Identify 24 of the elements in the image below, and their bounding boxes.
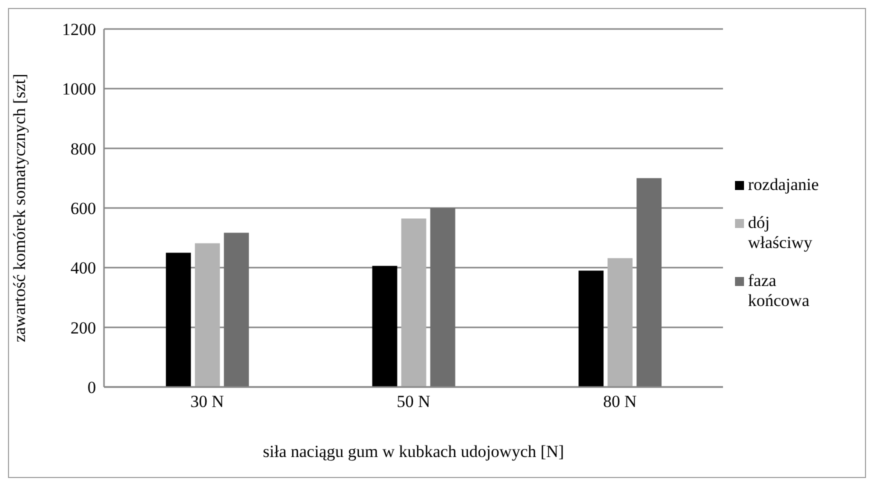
bar xyxy=(401,218,426,387)
y-tick-label: 200 xyxy=(70,318,96,338)
legend-label: faza końcowa xyxy=(748,271,810,311)
bar xyxy=(372,266,398,387)
legend-label: dój właściwy xyxy=(748,213,812,253)
x-tick-label: 30 N xyxy=(190,392,224,412)
x-tick-label: 80 N xyxy=(603,392,637,412)
y-tick-label: 1200 xyxy=(62,20,96,40)
bar xyxy=(166,252,191,387)
y-tick-label: 800 xyxy=(70,139,96,158)
bar xyxy=(608,258,633,387)
y-tick-label: 0 xyxy=(88,378,96,398)
x-tick-label: 50 N xyxy=(396,392,430,412)
bar xyxy=(430,208,456,387)
y-axis-title: zawartość komórek somatycznych [szt] xyxy=(10,74,30,342)
bar xyxy=(224,232,249,387)
bar xyxy=(578,270,604,387)
legend-label: rozdajanie xyxy=(748,175,819,195)
bar xyxy=(194,243,220,387)
y-tick-label: 1000 xyxy=(62,80,96,99)
y-tick-label: 600 xyxy=(70,199,96,218)
x-axis-title: siła naciągu gum w kubkach udojowych [N] xyxy=(262,442,564,461)
bar xyxy=(636,178,662,387)
y-tick-label: 400 xyxy=(70,258,96,278)
